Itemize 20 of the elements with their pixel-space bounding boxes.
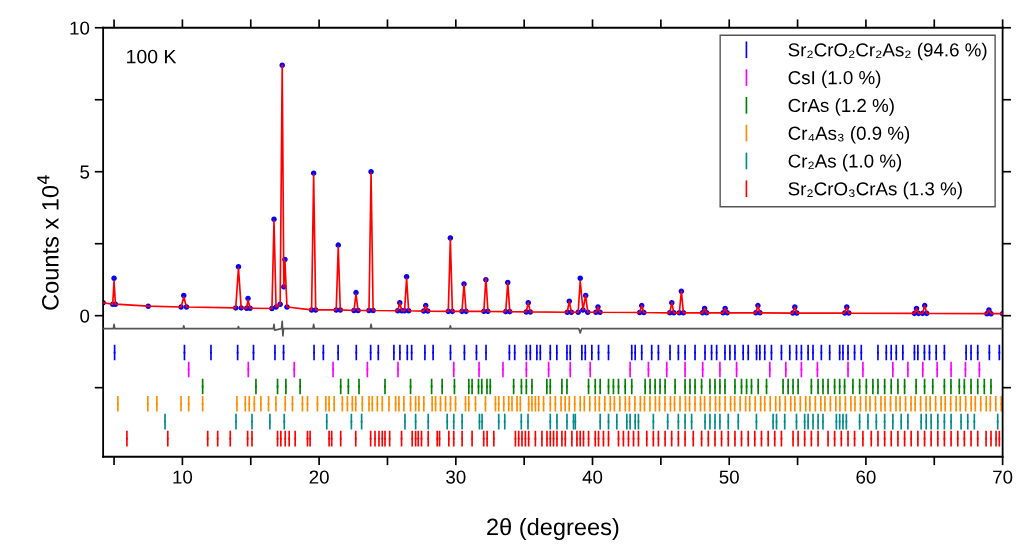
y-tick-label: 0 — [80, 309, 90, 323]
x-tick-label: 50 — [719, 470, 739, 484]
x-tick-label: 70 — [993, 470, 1013, 484]
x-tick-label: 60 — [856, 470, 876, 484]
y-tick-label: 5 — [80, 165, 90, 179]
x-tick-label: 30 — [446, 470, 466, 484]
x-tick-label: 10 — [173, 470, 193, 484]
line-series — [103, 320, 1003, 337]
legend-label: Cr₄As₃ (0.9 %) — [788, 126, 910, 144]
x-axis-title: 2θ (degrees) — [487, 517, 619, 540]
legend-label: Cr₂As (1.0 %) — [788, 153, 902, 172]
legend-label: Sr₂CrO₃CrAs (1.3 %) — [788, 181, 962, 200]
y-tick-label: 10 — [70, 21, 90, 35]
legend-label: Sr₂CrO₂Cr₂As₂ (94.6 %) — [788, 42, 987, 61]
y-axis-title: Counts x 10$^{4}$ — [37, 175, 59, 310]
legend-label: CrAs (1.2 %) — [788, 98, 894, 116]
x-tick-label: 40 — [582, 470, 603, 484]
legend-label: CsI (1.0 %) — [788, 70, 881, 89]
annotation: 100 K — [127, 49, 177, 64]
x-tick-label: 20 — [309, 470, 329, 484]
